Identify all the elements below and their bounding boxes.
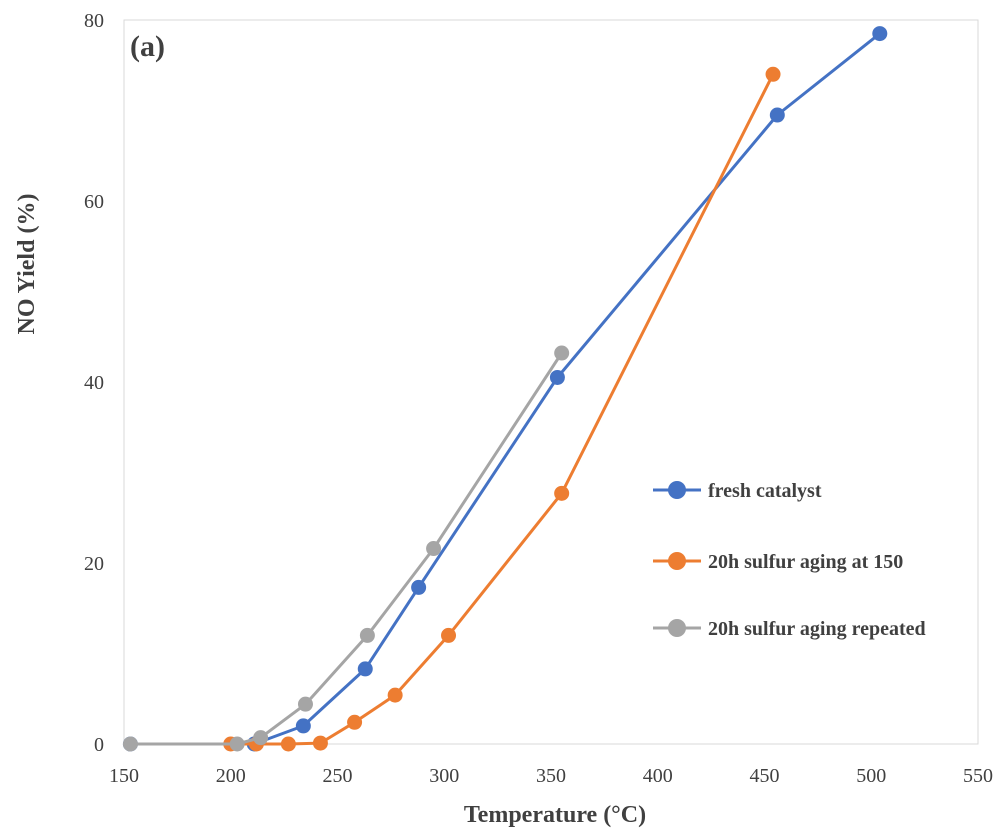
data-point [312,735,328,751]
data-point [359,627,375,643]
y-axis-title: NO Yield (%) [14,194,40,335]
data-point [229,736,245,752]
data-point [426,541,442,557]
data-point [872,26,888,42]
data-point [549,369,565,385]
data-point [357,661,373,677]
series-layer [122,26,888,752]
axis-ticks: 150 200 250 300 350 400 450 500 550 0 20 40 60 80 [84,10,993,787]
legend-item: fresh catalyst [653,480,822,502]
data-point [769,107,785,123]
x-tick-label: 150 [109,765,139,787]
data-point [253,730,269,746]
data-point [765,66,781,82]
data-point [280,736,296,752]
x-tick-label: 450 [750,765,780,787]
series-group [122,26,888,752]
data-point [554,485,570,501]
series-group [223,66,781,752]
legend-label: 20h sulfur aging at 150 [708,551,903,573]
y-tick-label: 80 [84,10,104,32]
data-point [411,579,427,595]
legend-swatch-marker [668,619,686,637]
x-tick-label: 350 [536,765,566,787]
y-tick-label: 20 [84,553,104,575]
plot-area [123,19,979,745]
x-tick-label: 550 [963,765,993,787]
x-tick-label: 400 [643,765,673,787]
legend-label: 20h sulfur aging repeated [708,618,926,640]
y-tick-label: 0 [94,734,104,756]
x-tick-label: 250 [323,765,353,787]
legend-label: fresh catalyst [708,480,822,502]
legend-item: 20h sulfur aging at 150 [653,551,903,573]
x-tick-label: 200 [216,765,246,787]
y-tick-label: 40 [84,372,104,394]
x-axis-title: Temperature (°C) [464,802,646,828]
x-tick-label: 300 [429,765,459,787]
panel-label: (a) [130,30,165,63]
data-point [347,714,363,730]
legend-swatch-marker [668,481,686,499]
plot-border [123,19,979,745]
series-line [230,73,775,746]
data-point [122,736,138,752]
series-group [122,345,570,752]
y-tick-label: 60 [84,191,104,213]
legend-swatch-marker [668,552,686,570]
data-point [554,345,570,361]
data-point [441,627,457,643]
data-point [387,687,403,703]
x-tick-label: 500 [856,765,886,787]
data-point [295,718,311,734]
legend: fresh catalyst 20h sulfur aging at 150 20h… [653,480,926,640]
legend-item: 20h sulfur aging repeated [653,618,926,640]
data-point [297,696,313,712]
